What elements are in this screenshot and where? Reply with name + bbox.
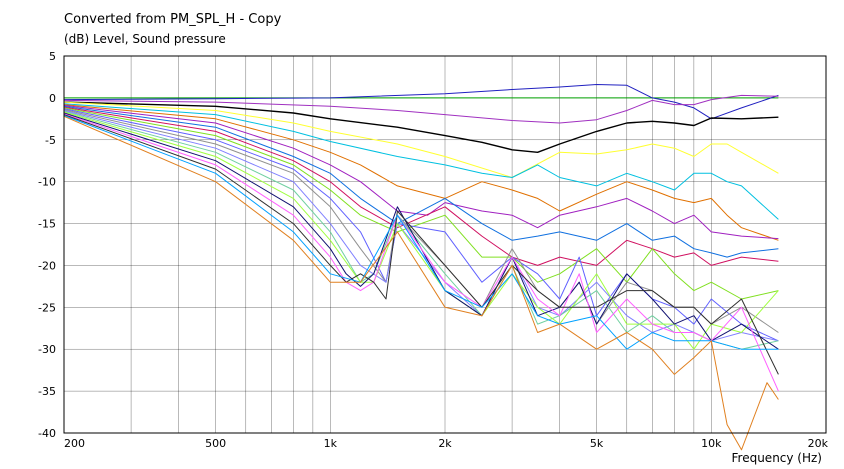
y-tick-label: -10 xyxy=(38,176,56,189)
plot-frame xyxy=(63,55,827,434)
x-tick-label: 20k xyxy=(808,437,829,450)
series-line-8 xyxy=(63,104,779,240)
y-tick-label: 0 xyxy=(49,92,56,105)
series-line-19 xyxy=(63,114,779,375)
x-tick-label: 200 xyxy=(64,437,85,450)
series-line-16 xyxy=(63,111,779,350)
series-line-17 xyxy=(63,112,779,350)
series-group xyxy=(63,84,779,451)
x-tick-label: 10k xyxy=(701,437,722,450)
chart-title: Converted from PM_SPL_H - Copy xyxy=(64,12,282,27)
series-line-20 xyxy=(63,115,779,350)
series-line-4 xyxy=(63,101,779,154)
x-axis-label: Frequency (Hz) xyxy=(731,451,823,465)
y-tick-labels: 5 0 -5 -10 -15 -20 -25 -30 -35 -40 xyxy=(38,50,56,440)
series-line-14 xyxy=(63,110,779,342)
series-line-2 xyxy=(63,84,779,120)
y-axis-label: (dB) Level, Sound pressure xyxy=(64,32,226,46)
series-line-21 xyxy=(63,115,779,451)
series-line-11 xyxy=(63,107,779,300)
series-line-9 xyxy=(63,105,779,258)
y-tick-label: -20 xyxy=(38,259,56,272)
x-tick-label: 500 xyxy=(205,437,226,450)
series-line-5 xyxy=(63,101,779,178)
x-tick-label: 2k xyxy=(438,437,452,450)
y-tick-label: -15 xyxy=(38,218,56,231)
y-tick-label: -35 xyxy=(38,385,56,398)
y-tick-label: -40 xyxy=(38,427,56,440)
series-line-6 xyxy=(63,103,779,220)
x-tick-label: 5k xyxy=(590,437,604,450)
y-tick-label: -25 xyxy=(38,301,56,314)
y-tick-label: 5 xyxy=(49,50,56,63)
series-line-7 xyxy=(63,104,779,241)
y-tick-label: -30 xyxy=(38,343,56,356)
y-tick-label: -5 xyxy=(45,134,56,147)
series-line-10 xyxy=(63,106,779,266)
x-tick-labels: 200 500 1k 2k 5k 10k 20k xyxy=(64,437,829,450)
series-line-3 xyxy=(63,94,779,124)
x-tick-label: 1k xyxy=(324,437,338,450)
